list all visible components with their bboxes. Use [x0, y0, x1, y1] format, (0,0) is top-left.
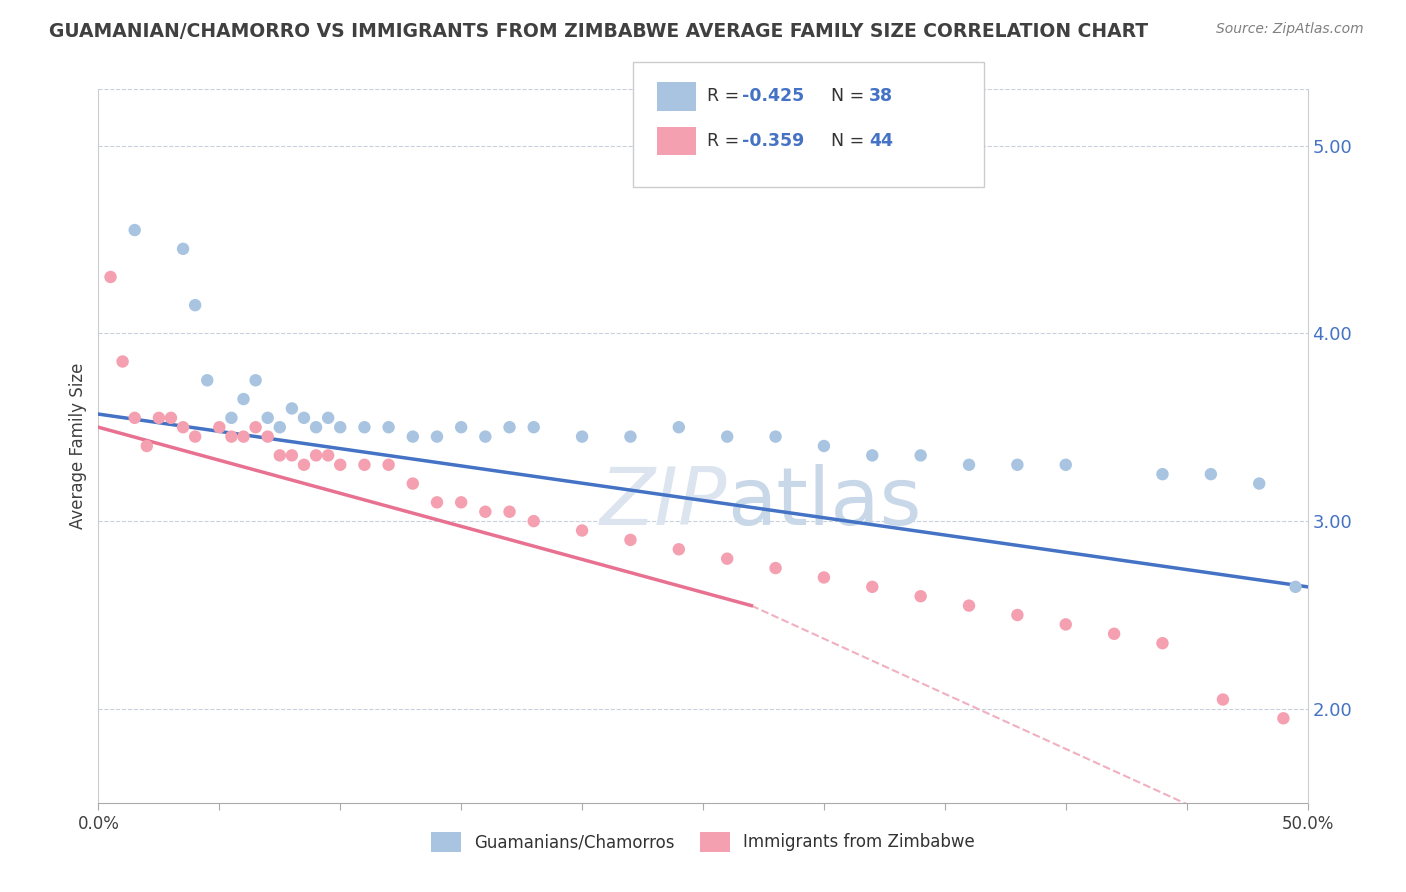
Point [353, 420, 375, 434]
Point [329, 458, 352, 472]
Point [245, 420, 267, 434]
Point [377, 420, 399, 434]
Point [172, 242, 194, 256]
Point [426, 429, 449, 443]
Point [232, 392, 254, 406]
Point [100, 270, 122, 285]
Text: N =: N = [820, 87, 869, 105]
Point [1102, 627, 1125, 641]
Point [910, 449, 932, 463]
Point [269, 420, 291, 434]
Text: GUAMANIAN/CHAMORRO VS IMMIGRANTS FROM ZIMBABWE AVERAGE FAMILY SIZE CORRELATION C: GUAMANIAN/CHAMORRO VS IMMIGRANTS FROM ZI… [49, 22, 1149, 41]
Point [184, 298, 207, 312]
Point [523, 514, 546, 528]
Point [1152, 636, 1174, 650]
Point [256, 410, 278, 425]
Point [498, 505, 520, 519]
Point [305, 449, 328, 463]
Point [765, 561, 787, 575]
Point [910, 589, 932, 603]
Point [292, 410, 315, 425]
Point [1054, 617, 1077, 632]
Text: 38: 38 [869, 87, 893, 105]
Legend: Guamanians/Chamorros, Immigrants from Zimbabwe: Guamanians/Chamorros, Immigrants from Zi… [425, 825, 981, 859]
Text: -0.359: -0.359 [742, 132, 804, 150]
Point [474, 505, 496, 519]
Text: N =: N = [820, 132, 869, 150]
Text: -0.425: -0.425 [742, 87, 804, 105]
Point [1249, 476, 1271, 491]
Point [668, 542, 690, 557]
Point [316, 449, 339, 463]
Point [184, 429, 207, 443]
Text: ZIP: ZIP [600, 464, 727, 542]
Point [1007, 458, 1029, 472]
Point [619, 429, 641, 443]
Point [957, 599, 980, 613]
Point [305, 420, 328, 434]
Point [813, 570, 835, 584]
Point [668, 420, 690, 434]
Point [111, 354, 134, 368]
Point [281, 449, 304, 463]
Point [716, 429, 738, 443]
Point [571, 429, 593, 443]
Point [571, 524, 593, 538]
Point [474, 429, 496, 443]
Point [450, 420, 472, 434]
Point [523, 420, 546, 434]
Point [957, 458, 980, 472]
Point [124, 410, 146, 425]
Point [402, 429, 425, 443]
Text: R =: R = [707, 132, 745, 150]
Point [377, 458, 399, 472]
Point [765, 429, 787, 443]
Text: atlas: atlas [727, 464, 921, 542]
Point [402, 476, 425, 491]
Point [1054, 458, 1077, 472]
Point [716, 551, 738, 566]
Point [1212, 692, 1234, 706]
Point [316, 410, 339, 425]
Point [1272, 711, 1295, 725]
Text: R =: R = [707, 87, 745, 105]
Point [160, 410, 183, 425]
Point [329, 420, 352, 434]
Point [860, 449, 883, 463]
Point [813, 439, 835, 453]
Point [135, 439, 157, 453]
Point [256, 429, 278, 443]
Point [1284, 580, 1306, 594]
Point [232, 429, 254, 443]
Point [860, 580, 883, 594]
Point [619, 533, 641, 547]
Point [1199, 467, 1222, 482]
Point [292, 458, 315, 472]
Point [124, 223, 146, 237]
Y-axis label: Average Family Size: Average Family Size [69, 363, 87, 529]
Point [269, 449, 291, 463]
Point [148, 410, 170, 425]
Point [195, 373, 218, 387]
Point [208, 420, 231, 434]
Point [221, 410, 243, 425]
Point [1007, 607, 1029, 622]
Point [498, 420, 520, 434]
Text: 44: 44 [869, 132, 893, 150]
Point [353, 458, 375, 472]
Point [1152, 467, 1174, 482]
Point [426, 495, 449, 509]
Point [450, 495, 472, 509]
Point [172, 420, 194, 434]
Point [221, 429, 243, 443]
Point [245, 373, 267, 387]
Point [281, 401, 304, 416]
Text: Source: ZipAtlas.com: Source: ZipAtlas.com [1216, 22, 1364, 37]
